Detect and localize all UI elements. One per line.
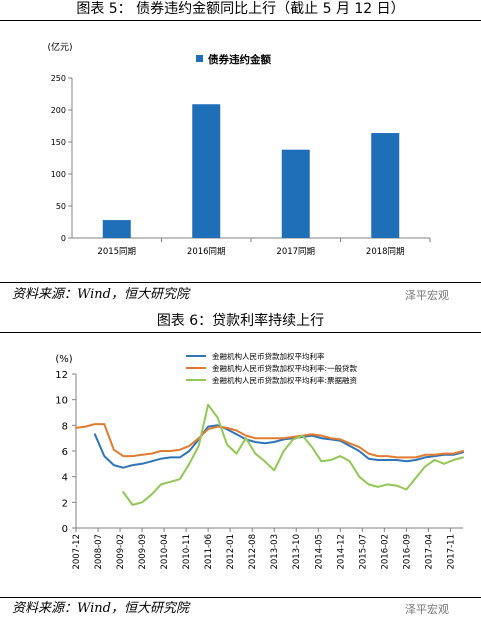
line-x-tick-label: 2016-02 (380, 534, 390, 570)
figure1-watermark: 泽平宏观 (405, 289, 449, 302)
bar-x-tick-label: 2015同期 (97, 247, 136, 257)
line-y-tick-label: 0 (62, 524, 68, 535)
bar (371, 133, 400, 238)
series-line (93, 424, 464, 469)
figure2-bottom-rule (0, 597, 481, 598)
legend-label: 金融机构人民币贷款加权平均利率:票据融资 (212, 375, 358, 385)
figure2-top-rule (0, 332, 481, 333)
bar (281, 149, 310, 238)
figure1-top-rule (0, 20, 481, 21)
line-x-tick-label: 2016-09 (402, 534, 412, 570)
line-x-tick-label: 2017-11 (446, 534, 456, 570)
line-x-tick-label: 2013-10 (292, 534, 302, 570)
bar-chart: 0 50 100 150 200 250 (亿元) 2015同期 2016同期 2017同期 201… (47, 41, 431, 257)
line-x-tick-label: 2009-09 (138, 534, 148, 570)
bar-x-tick-label: 2017同期 (276, 247, 315, 257)
bar-y-tick-label: 100 (51, 170, 66, 179)
figure1-source: 资料来源：Wind，恒大研究院 (12, 287, 189, 302)
bar (192, 104, 221, 239)
figure2-source: 资料来源：Wind，恒大研究院 (12, 601, 189, 616)
line-y-tick-label: 2 (62, 498, 68, 509)
legend-label: 金融机构人民币贷款加权平均利率:一般贷款 (212, 363, 358, 373)
line-x-tick-label: 2008-07 (94, 534, 104, 570)
figure2-title: 图表 6：贷款利率持续上行 (156, 313, 325, 329)
bar-y-tick-label: 150 (51, 138, 66, 147)
bar-y-tick-label: 250 (51, 74, 66, 83)
legend-label: 金融机构人民币贷款加权平均利率 (212, 351, 325, 361)
series-line (75, 423, 464, 459)
line-chart: 0 2 4 6 8 10 12 (%) 2007-12 2008-07 2009-02 2009-09… (55, 351, 464, 570)
line-x-tick-label: 2013-03 (270, 534, 280, 570)
line-x-tick-label: 2012-08 (248, 534, 258, 570)
line-x-tick-label: 2014-12 (336, 534, 346, 570)
bar-y-tick-label: 50 (56, 202, 66, 211)
line-x-tick-label: 2011-06 (204, 534, 214, 570)
figure2-watermark: 泽平宏观 (405, 603, 449, 616)
bar-y-unit-label: (亿元) (47, 41, 72, 53)
line-y-unit-label: (%) (55, 354, 72, 365)
figure1-title: 图表 5： 债券违约金额同比上行（截止 5 月 12 日） (76, 1, 405, 17)
line-x-tick-label: 2007-12 (72, 534, 82, 570)
line-x-tick-label: 2012-01 (226, 534, 236, 570)
bar-x-tick-label: 2016同期 (187, 247, 226, 257)
line-x-tick-label: 2014-05 (314, 534, 324, 570)
bar-legend-swatch (196, 55, 203, 62)
line-x-tick-label: 2009-02 (116, 534, 126, 570)
bar-legend-label: 债券违约金额 (208, 53, 271, 66)
line-x-tick-label: 2010-11 (182, 534, 192, 570)
line-x-tick-label: 2017-04 (424, 534, 434, 570)
bar-y-tick-label: 200 (51, 106, 66, 115)
series-line (122, 403, 464, 506)
bar (102, 220, 131, 238)
line-y-tick-label: 12 (55, 370, 68, 381)
bar-x-tick-label: 2018同期 (366, 247, 405, 257)
line-y-tick-label: 8 (62, 421, 68, 432)
figure1-bottom-rule (0, 282, 481, 283)
line-x-tick-label: 2015-07 (358, 534, 368, 570)
line-y-tick-label: 6 (62, 447, 68, 458)
line-y-tick-label: 10 (55, 396, 68, 407)
line-x-tick-label: 2010-04 (160, 534, 170, 570)
bar-y-tick-label: 0 (61, 234, 66, 243)
line-y-tick-label: 4 (62, 473, 68, 484)
